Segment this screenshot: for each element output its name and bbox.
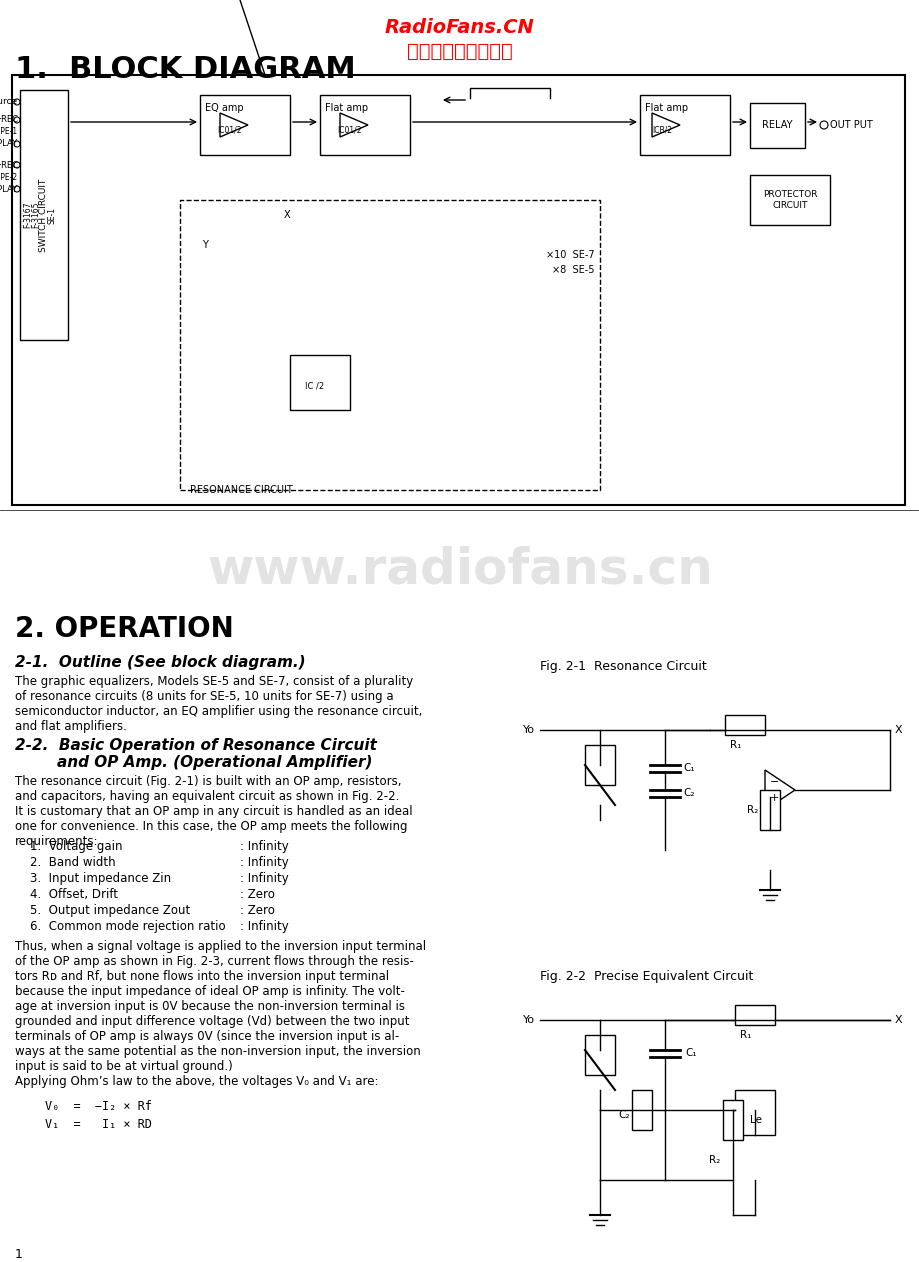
Text: ICB/2: ICB/2 (652, 125, 671, 135)
Bar (12, 74, 904, 505)
Bar (722, 1100, 743, 1140)
Text: F-3165: F-3165 (31, 202, 40, 228)
Bar (199, 95, 289, 155)
Text: SWITCH CIRCUIT: SWITCH CIRCUIT (40, 178, 49, 251)
Text: 2. OPERATION: 2. OPERATION (15, 615, 233, 644)
Text: Thus, when a signal voltage is applied to the inversion input terminal
of the OP: Thus, when a signal voltage is applied t… (15, 940, 425, 1088)
Text: : Zero: : Zero (240, 904, 275, 917)
Bar (631, 1090, 652, 1129)
Text: C₁: C₁ (685, 1047, 696, 1058)
Text: Le: Le (749, 1116, 761, 1124)
Bar (724, 716, 765, 734)
Bar (584, 745, 614, 785)
Text: +: + (769, 793, 778, 803)
Text: └PLAY: └PLAY (0, 184, 18, 193)
Text: : Infinity: : Infinity (240, 856, 289, 870)
Text: └PLAY: └PLAY (0, 140, 18, 149)
Text: The graphic equalizers, Models SE-5 and SE-7, consist of a plurality
of resonanc: The graphic equalizers, Models SE-5 and … (15, 675, 422, 733)
Text: TAPE-1: TAPE-1 (0, 127, 18, 136)
Text: SE-1: SE-1 (48, 207, 56, 223)
Text: www.radiofans.cn: www.radiofans.cn (207, 546, 712, 594)
Text: The resonance circuit (Fig. 2-1) is built with an OP amp, resistors,
and capacit: The resonance circuit (Fig. 2-1) is buil… (15, 775, 413, 848)
Text: R₂: R₂ (746, 805, 757, 815)
Text: ⌐REC: ⌐REC (0, 160, 18, 169)
Text: Y: Y (202, 240, 208, 250)
Text: F-3167: F-3167 (24, 202, 32, 228)
Text: IC /2: IC /2 (305, 381, 324, 390)
Bar (734, 1005, 774, 1025)
Text: Fig. 2-2  Precise Equivalent Circuit: Fig. 2-2 Precise Equivalent Circuit (539, 970, 753, 983)
Text: IC01/2: IC01/2 (218, 125, 242, 135)
Bar (20, 90, 68, 339)
Text: PROTECTOR
CIRCUIT: PROTECTOR CIRCUIT (762, 191, 816, 209)
Text: X: X (894, 724, 902, 734)
Text: : Infinity: : Infinity (240, 840, 289, 853)
Text: X: X (283, 209, 290, 220)
Text: ⌐REC: ⌐REC (0, 116, 18, 125)
Text: R₁: R₁ (739, 1030, 751, 1040)
Bar (759, 790, 779, 830)
Text: EQ amp: EQ amp (205, 103, 244, 114)
Text: OUT PUT: OUT PUT (829, 120, 872, 130)
Text: 5.  Output impedance Zout: 5. Output impedance Zout (30, 904, 190, 917)
Bar (734, 1090, 774, 1135)
Bar (180, 199, 599, 490)
Text: TAPE-2: TAPE-2 (0, 173, 18, 182)
Text: 1.  Voltage gain: 1. Voltage gain (30, 840, 122, 853)
Text: R₂: R₂ (708, 1155, 720, 1165)
Bar (289, 355, 349, 410)
Text: : Zero: : Zero (240, 888, 275, 901)
Text: 6.  Common mode rejection ratio: 6. Common mode rejection ratio (30, 920, 225, 933)
Text: C₂: C₂ (618, 1111, 630, 1119)
Bar (584, 1035, 614, 1075)
Bar (749, 103, 804, 148)
Text: C₂: C₂ (682, 787, 694, 798)
Text: 2-1.  Outline (See block diagram.): 2-1. Outline (See block diagram.) (15, 655, 305, 670)
Text: 3.  Input impedance Zin: 3. Input impedance Zin (30, 872, 171, 885)
Bar (749, 175, 829, 225)
Text: 收音机爱好者资料库: 收音机爱好者资料库 (407, 42, 512, 61)
Text: : Infinity: : Infinity (240, 920, 289, 933)
Text: 1.  BLOCK DIAGRAM: 1. BLOCK DIAGRAM (15, 56, 356, 85)
Bar (320, 95, 410, 155)
Text: Yo: Yo (522, 724, 535, 734)
Text: V₀  =  −I₂ × Rf: V₀ = −I₂ × Rf (45, 1100, 152, 1113)
Text: Source: Source (0, 97, 18, 106)
Text: ×10  SE-7: ×10 SE-7 (546, 250, 595, 260)
Text: X: X (894, 1015, 902, 1025)
Text: ×8  SE-5: ×8 SE-5 (552, 265, 595, 275)
Text: Flat amp: Flat amp (644, 103, 687, 114)
Text: RadioFans.CN: RadioFans.CN (385, 18, 534, 37)
Text: : Infinity: : Infinity (240, 872, 289, 885)
Text: RESONANCE CIRCUIT: RESONANCE CIRCUIT (190, 485, 292, 495)
Text: 4.  Offset, Drift: 4. Offset, Drift (30, 888, 118, 901)
Text: −: − (769, 777, 778, 787)
Text: V₁  =   I₁ × RD: V₁ = I₁ × RD (45, 1118, 152, 1131)
Text: 2.  Band width: 2. Band width (30, 856, 116, 870)
Text: C₁: C₁ (682, 764, 694, 774)
Text: R₁: R₁ (729, 740, 741, 750)
Text: Flat amp: Flat amp (324, 103, 368, 114)
Text: IC01/2: IC01/2 (337, 125, 362, 135)
Text: RELAY: RELAY (762, 120, 792, 130)
Text: 2-2.  Basic Operation of Resonance Circuit
        and OP Amp. (Operational Ampl: 2-2. Basic Operation of Resonance Circui… (15, 738, 377, 770)
Bar (640, 95, 729, 155)
Text: 1: 1 (15, 1248, 23, 1261)
Text: Yo: Yo (522, 1015, 535, 1025)
Text: Fig. 2-1  Resonance Circuit: Fig. 2-1 Resonance Circuit (539, 660, 706, 673)
